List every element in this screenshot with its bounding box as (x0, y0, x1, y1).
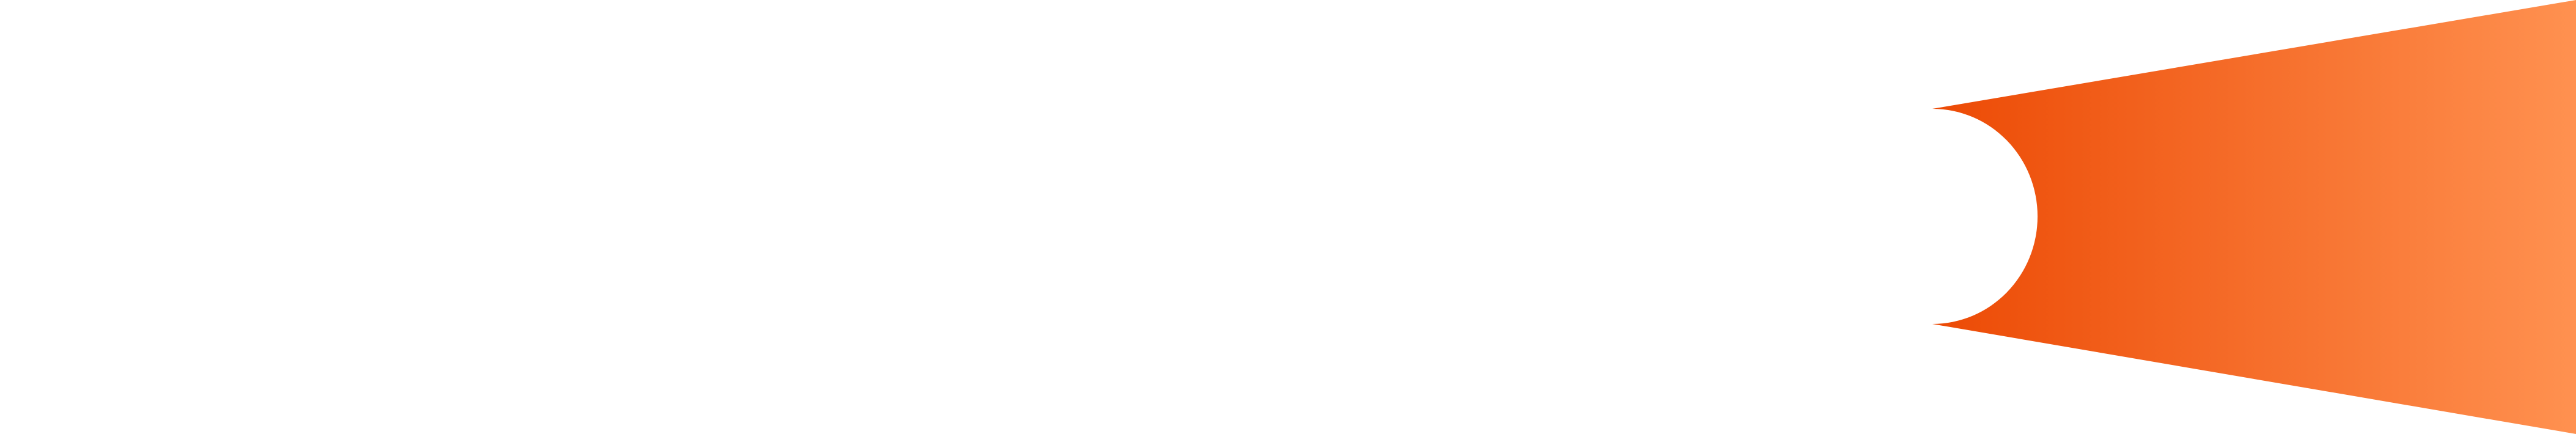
orange-wedge-shape (1932, 0, 2576, 434)
